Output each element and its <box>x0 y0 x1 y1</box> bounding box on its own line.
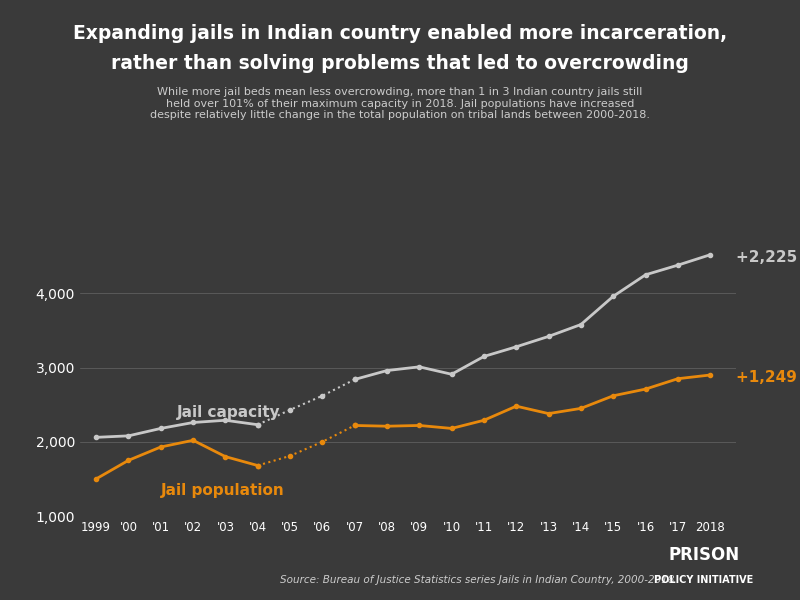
Text: Source: Bureau of Justice Statistics series Jails in Indian Country, 2000-2018: Source: Bureau of Justice Statistics ser… <box>280 575 674 585</box>
Text: PRISON: PRISON <box>669 546 739 564</box>
Text: Jail capacity: Jail capacity <box>177 404 281 419</box>
Text: +1,249 people: +1,249 people <box>736 370 800 385</box>
Text: +2,225 beds: +2,225 beds <box>736 250 800 265</box>
Text: POLICY INITIATIVE: POLICY INITIATIVE <box>654 575 754 585</box>
Text: rather than solving problems that led to overcrowding: rather than solving problems that led to… <box>111 54 689 73</box>
Text: Expanding jails in Indian country enabled more incarceration,: Expanding jails in Indian country enable… <box>73 24 727 43</box>
Text: While more jail beds mean less overcrowding, more than 1 in 3 Indian country jai: While more jail beds mean less overcrowd… <box>150 87 650 120</box>
Text: Jail population: Jail population <box>161 482 285 497</box>
